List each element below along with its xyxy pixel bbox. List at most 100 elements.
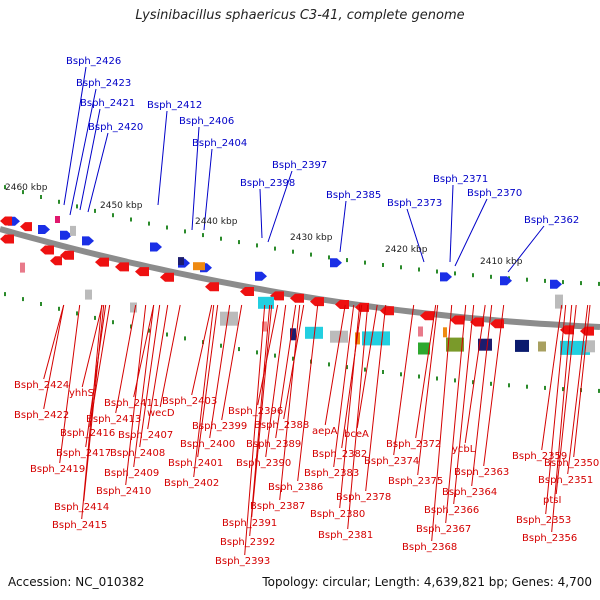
gene-label: Bsph_2406 [179, 116, 234, 127]
leader-line [191, 304, 213, 396]
gene-label: Bsph_2414 [54, 502, 109, 513]
leader-line [59, 304, 81, 464]
gene-feature-box [515, 339, 529, 352]
tick-mark [184, 229, 186, 234]
leader-line [339, 200, 347, 253]
gene-feature-box [55, 216, 60, 223]
tick-mark [364, 367, 366, 372]
reverse-gene-arrow [420, 311, 434, 321]
gene-label: Bsph_2380 [310, 509, 365, 520]
tick-mark [4, 292, 6, 297]
gene-feature-box [290, 328, 296, 341]
tick-mark [22, 297, 24, 302]
gene-label: Bsph_2383 [304, 468, 359, 479]
leader-line [445, 304, 467, 524]
tick-mark [454, 378, 456, 383]
gene-label: Bsph_2410 [96, 486, 151, 497]
tick-mark [112, 213, 114, 218]
tick-mark [202, 233, 204, 238]
gene-label: Bsph_2424 [14, 380, 69, 391]
gene-label: Bsph_2426 [66, 56, 121, 67]
reverse-gene-arrow [40, 245, 54, 255]
gene-label: Bsph_2363 [454, 467, 509, 478]
gene-feature-box [443, 327, 447, 338]
map-title: Lysinibacillus sphaericus C3-41, complet… [135, 8, 465, 23]
scale-labels: 2460 kbp 2450 kbp 2440 kbp 2430 kbp 2420 kbp… [5, 183, 523, 267]
tick-mark [598, 388, 600, 393]
gene-feature-box [305, 326, 323, 339]
forward-gene-arrow [500, 276, 512, 286]
reverse-gene-arrow [490, 319, 504, 329]
reverse-gene-arrow [0, 216, 12, 226]
leader-line [347, 304, 369, 530]
leader-line [393, 304, 415, 456]
gene-label: Bsph_2411 [104, 398, 159, 409]
forward-gene-arrow [255, 271, 267, 281]
forward-gene-arrow [550, 279, 562, 289]
gene-label: ptsI [543, 495, 561, 506]
gene-feature-box [178, 257, 184, 266]
tick-mark [328, 362, 330, 367]
leader-line [193, 304, 215, 478]
gene-label: Bsph_2417 [56, 448, 111, 459]
gene-label: Bsph_2375 [388, 476, 443, 487]
label-leader-lines [43, 66, 591, 556]
tick-mark [310, 252, 312, 257]
leader-line [191, 126, 200, 231]
gene-label: Bsph_2401 [168, 458, 223, 469]
gene-label: Bsph_2393 [215, 556, 270, 567]
tick-mark [166, 332, 168, 337]
leader-line [454, 198, 488, 267]
tick-mark [526, 384, 528, 389]
forward-gene-arrow [330, 258, 342, 268]
tick-mark [238, 240, 240, 245]
gene-feature-box [478, 338, 492, 351]
gene-label: Bsph_2399 [192, 421, 247, 432]
leader-line [43, 304, 65, 380]
leader-line [133, 304, 155, 468]
leader-line [567, 304, 589, 475]
gene-label: yhhS [69, 388, 94, 399]
reverse-gene-arrow [310, 297, 324, 307]
tick-mark [562, 280, 564, 285]
gene-label: Bsph_2388 [254, 420, 309, 431]
tick-marks [4, 185, 600, 393]
tick-mark [472, 273, 474, 278]
leader-line [453, 304, 475, 505]
tick-mark [436, 269, 438, 274]
leader-line [139, 304, 161, 448]
gene-feature-box [85, 289, 92, 300]
reverse-gene-arrow [0, 234, 14, 244]
gene-label: Bsph_2407 [118, 430, 173, 441]
leader-line [341, 304, 363, 449]
reverse-gene-arrow [115, 262, 129, 272]
leader-line [573, 304, 591, 458]
reverse-gene-arrow [355, 302, 369, 312]
gene-label: ycbL [452, 444, 476, 455]
gene-label: Bsph_2364 [442, 487, 497, 498]
leader-line [43, 304, 65, 410]
gene-label: Bsph_2422 [14, 410, 69, 421]
tick-mark [40, 195, 42, 199]
tick-mark [346, 365, 348, 370]
tick-mark [526, 277, 528, 282]
reverse-gene-arrow [60, 250, 74, 260]
gene-label: Bsph_2385 [326, 190, 381, 201]
leader-line [265, 304, 287, 458]
scale-label: 2410 kbp [480, 257, 523, 267]
gene-label: Bsph_2421 [80, 98, 135, 109]
tick-mark [4, 185, 6, 190]
gene-label: Bsph_2368 [402, 542, 457, 553]
gene-label: aepA [312, 426, 338, 437]
tick-mark [76, 311, 78, 316]
reverse-gene-arrow [160, 272, 174, 282]
leader-line [159, 304, 181, 408]
gene-label: Bsph_2402 [164, 478, 219, 489]
gene-feature-box [70, 225, 76, 236]
gene-feature-box [538, 341, 546, 352]
gene-label: Bsph_2397 [272, 160, 327, 171]
tick-mark [22, 190, 24, 195]
leader-line [275, 304, 297, 439]
forward-gene-arrow [38, 225, 50, 234]
leader-line [147, 304, 169, 430]
